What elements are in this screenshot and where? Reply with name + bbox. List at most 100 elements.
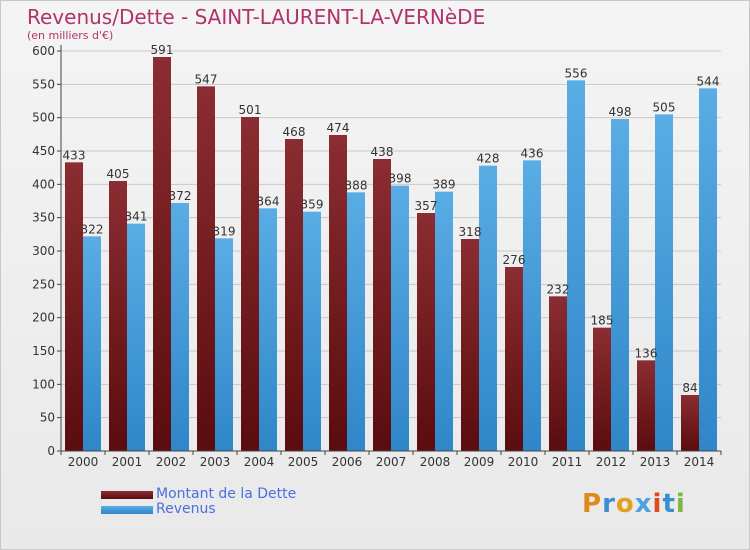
y-tick-label: 50: [40, 411, 55, 425]
data-label-dette: 185: [591, 314, 614, 328]
data-label-revenus: 556: [565, 66, 588, 80]
data-label-dette: 276: [503, 253, 526, 267]
x-tick-label: 2014: [684, 455, 715, 469]
bar-dette: [373, 159, 391, 451]
y-tick-label: 100: [32, 377, 55, 391]
data-label-revenus: 319: [213, 224, 236, 238]
x-tick-label: 2007: [376, 455, 407, 469]
legend-label-revenus: Revenus: [156, 501, 216, 517]
bar-revenus: [171, 203, 189, 451]
bar-dette: [417, 213, 435, 451]
data-label-dette: 468: [283, 125, 306, 139]
data-label-revenus: 341: [125, 210, 148, 224]
data-label-revenus: 498: [609, 105, 632, 119]
data-label-dette: 474: [327, 121, 350, 135]
data-label-revenus: 505: [653, 100, 676, 114]
data-label-revenus: 364: [257, 194, 280, 208]
data-label-dette: 438: [371, 145, 394, 159]
x-tick-label: 2002: [156, 455, 187, 469]
data-label-dette: 591: [151, 43, 174, 57]
logo-letter: x: [634, 489, 653, 519]
bar-revenus: [435, 191, 453, 451]
chart-title: Revenus/Dette - SAINT-LAURENT-LA-VERNèDE: [27, 5, 486, 29]
x-tick-label: 2010: [508, 455, 539, 469]
bar-dette: [461, 239, 479, 451]
y-tick-label: 500: [32, 111, 55, 125]
data-labels: 433 322 405 341 591 372 547 319 501 364 468 359 474 3…: [63, 43, 720, 395]
y-tick-label: 300: [32, 244, 55, 258]
bar-dette: [593, 327, 611, 451]
legend-item-revenus: Revenus: [101, 502, 296, 517]
x-tick-label: 2000: [68, 455, 99, 469]
bar-revenus: [567, 80, 585, 451]
x-tick-label: 2003: [200, 455, 231, 469]
data-label-revenus: 428: [477, 152, 500, 166]
legend: Montant de la Dette Revenus: [101, 487, 296, 517]
legend-swatch-revenus: [101, 505, 153, 514]
bar-dette: [241, 117, 259, 451]
bar-revenus: [215, 238, 233, 451]
bar-revenus: [303, 211, 321, 451]
data-label-revenus: 436: [521, 146, 544, 160]
logo-letter: o: [615, 489, 635, 519]
bar-dette: [109, 181, 127, 451]
bar-dette: [285, 139, 303, 451]
x-tick-label: 2004: [244, 455, 275, 469]
data-label-revenus: 389: [433, 178, 456, 192]
y-tick-label: 0: [47, 444, 55, 458]
bar-revenus: [347, 192, 365, 452]
y-tick-label: 200: [32, 311, 55, 325]
bar-revenus: [83, 236, 101, 451]
logo-letter: i: [675, 489, 686, 519]
data-label-dette: 357: [415, 199, 438, 213]
logo-letter: t: [662, 489, 676, 519]
data-label-revenus: 322: [81, 222, 104, 236]
bar-dette: [197, 86, 215, 451]
y-tick-label: 450: [32, 144, 55, 158]
legend-label-dette: Montant de la Dette: [156, 486, 297, 502]
x-tick-label: 2013: [640, 455, 671, 469]
data-label-dette: 318: [459, 225, 482, 239]
data-label-dette: 433: [63, 148, 86, 162]
bars: [65, 57, 717, 452]
data-label-revenus: 398: [389, 172, 412, 186]
data-label-dette: 232: [547, 282, 570, 296]
y-tick-label: 400: [32, 177, 55, 191]
data-label-dette: 405: [107, 167, 130, 181]
logo-letter: r: [602, 489, 616, 519]
bar-revenus: [523, 160, 541, 452]
x-tick-label: 2009: [464, 455, 495, 469]
logo-letter: P: [582, 489, 603, 519]
data-label-revenus: 359: [301, 198, 324, 212]
x-tick-label: 2012: [596, 455, 627, 469]
proxiti-logo: Proxiti: [582, 489, 686, 519]
x-tick-label: 2005: [288, 455, 319, 469]
bar-dette: [637, 360, 655, 451]
bar-revenus: [655, 114, 673, 451]
x-tick-label: 2011: [552, 455, 583, 469]
y-tick-label: 250: [32, 277, 55, 291]
x-tick-label: 2008: [420, 455, 451, 469]
bar-dette: [505, 267, 523, 451]
x-tick-label: 2001: [112, 455, 143, 469]
legend-item-dette: Montant de la Dette: [101, 487, 296, 502]
bar-revenus: [391, 185, 409, 451]
data-label-dette: 84: [682, 381, 697, 395]
y-tick-label: 150: [32, 344, 55, 358]
data-label-dette: 501: [239, 103, 262, 117]
axes: 0 50 100 150 200 250 300 350 400 450 500 550 600 2000…: [32, 44, 722, 469]
bar-dette: [153, 57, 171, 451]
bar-revenus: [479, 165, 497, 451]
bar-revenus: [699, 88, 717, 451]
data-label-dette: 136: [635, 346, 658, 360]
x-tick-label: 2006: [332, 455, 363, 469]
y-tick-label: 350: [32, 211, 55, 225]
data-label-revenus: 544: [697, 74, 720, 88]
bar-revenus: [127, 223, 145, 451]
chart-subtitle: (en milliers d'€): [27, 29, 114, 42]
data-label-revenus: 372: [169, 189, 192, 203]
y-tick-label: 550: [32, 77, 55, 91]
y-tick-label: 600: [32, 44, 55, 58]
